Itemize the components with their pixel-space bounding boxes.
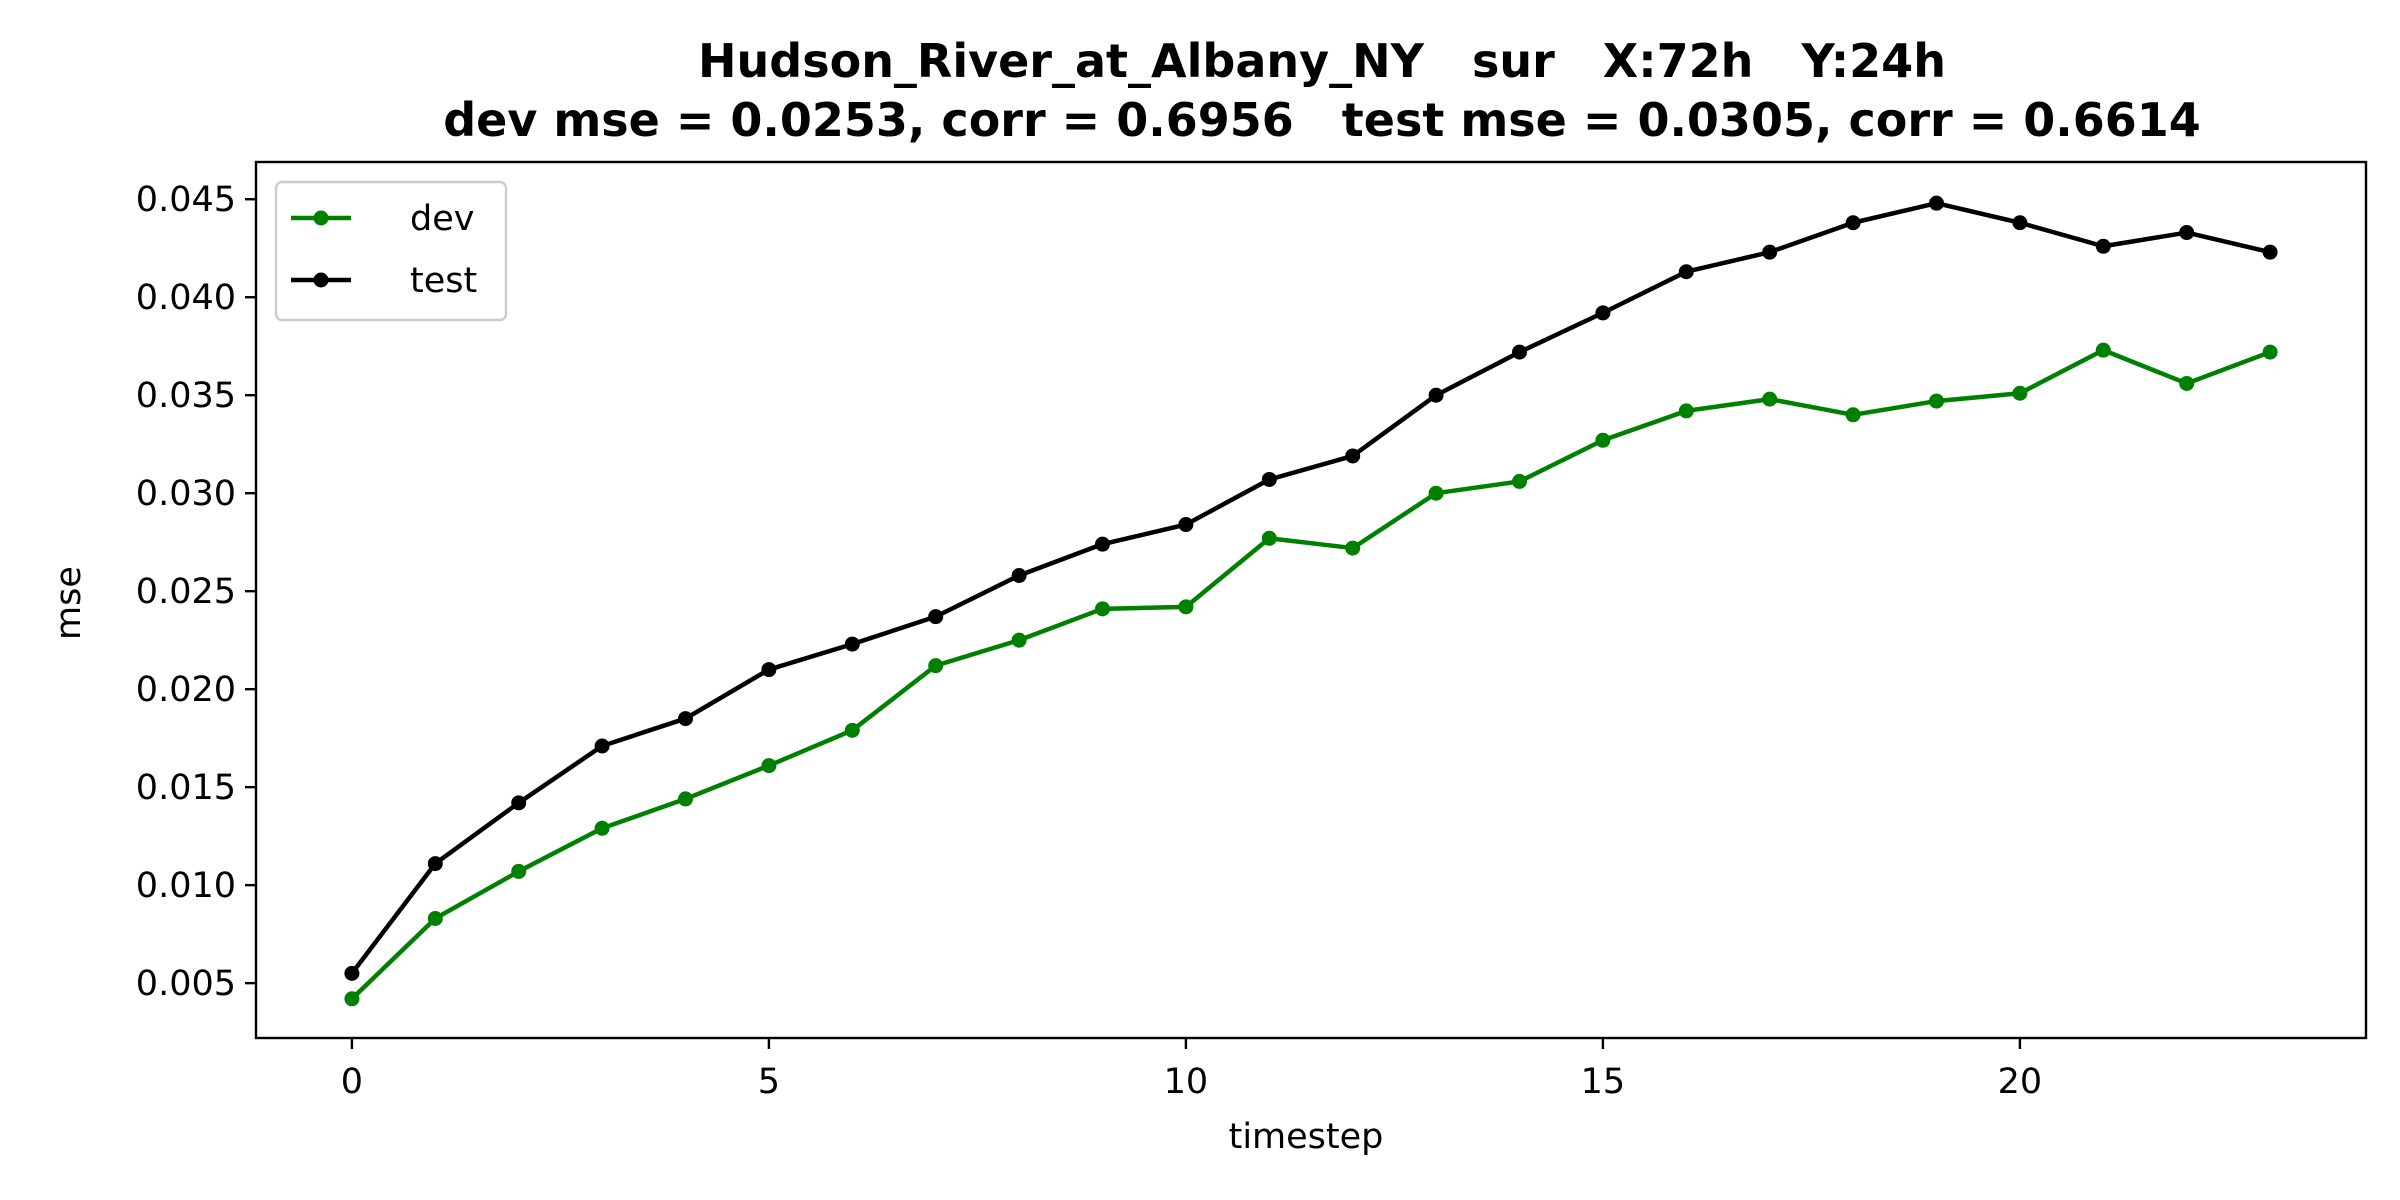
data-point-dev [427, 910, 443, 926]
data-point-test [678, 711, 694, 727]
legend-label-test: test [410, 261, 477, 301]
data-point-dev [1095, 601, 1111, 617]
plot-frame [254, 160, 2368, 1040]
data-point-test [2012, 215, 2028, 231]
data-point-dev [1762, 391, 1778, 407]
data-point-test [344, 965, 360, 981]
data-point-dev [1511, 473, 1527, 489]
legend-marker-test [313, 272, 329, 288]
y-tick-label: 0.010 [136, 866, 236, 906]
data-point-test [1428, 387, 1444, 403]
data-point-test [1011, 568, 1027, 584]
data-point-test [427, 856, 443, 872]
data-point-dev [594, 820, 610, 836]
data-point-dev [761, 758, 777, 774]
x-tick-label: 5 [758, 1062, 780, 1102]
data-point-dev [1261, 530, 1277, 546]
data-point-dev [1345, 540, 1361, 556]
series-line-dev [348, 347, 2273, 1002]
y-axis-ticks: 0.005 0.010 0.015 0.020 0.025 0.030 0.035 0.040… [136, 180, 256, 1004]
data-point-test [928, 609, 944, 625]
legend-label-dev: dev [410, 199, 474, 239]
data-point-test [2179, 225, 2195, 241]
y-tick-label: 0.035 [136, 376, 236, 416]
y-axis-label: mse [49, 566, 89, 640]
data-point-test [1178, 517, 1194, 533]
data-point-dev [1011, 632, 1027, 648]
data-point-test [761, 662, 777, 678]
data-point-test [1345, 448, 1361, 464]
data-point-dev [2262, 344, 2278, 360]
data-point-dev [678, 791, 694, 807]
data-point-dev [844, 722, 860, 738]
data-point-test [1511, 344, 1527, 360]
series-test [344, 195, 2278, 981]
data-point-dev [1178, 599, 1194, 615]
chart-subtitle: dev mse = 0.0253, corr = 0.6956 test mse… [443, 93, 2201, 147]
data-point-test [1928, 195, 1944, 211]
x-tick-label: 10 [1164, 1062, 1209, 1102]
data-point-test [1095, 536, 1111, 552]
data-point-dev [928, 658, 944, 674]
series-line-test [348, 200, 2273, 977]
data-point-dev [1845, 407, 1861, 423]
x-axis-ticks: 0 5 10 15 20 [341, 1038, 2042, 1102]
data-point-test [594, 738, 610, 754]
data-point-test [1678, 264, 1694, 280]
data-point-dev [2179, 375, 2195, 391]
y-tick-label: 0.015 [136, 768, 236, 808]
x-axis-label: timestep [1229, 1117, 1384, 1157]
x-tick-label: 20 [1998, 1062, 2043, 1102]
data-point-test [1845, 215, 1861, 231]
legend-marker-dev [313, 210, 329, 226]
data-point-dev [511, 863, 527, 879]
data-point-test [511, 795, 527, 811]
y-tick-label: 0.030 [136, 474, 236, 514]
data-point-dev [1928, 393, 1944, 409]
data-point-dev [344, 991, 360, 1007]
data-point-dev [1428, 485, 1444, 501]
data-point-test [1595, 305, 1611, 321]
data-point-dev [2012, 385, 2028, 401]
data-point-dev [2095, 342, 2111, 358]
y-tick-label: 0.025 [136, 572, 236, 612]
series-dev [344, 342, 2278, 1007]
data-point-test [2262, 244, 2278, 260]
data-point-dev [1678, 403, 1694, 419]
plot-area [344, 195, 2278, 1007]
data-point-test [2095, 238, 2111, 254]
y-tick-label: 0.040 [136, 278, 236, 318]
data-point-test [1762, 244, 1778, 260]
data-point-dev [1595, 432, 1611, 448]
y-tick-label: 0.020 [136, 670, 236, 710]
y-tick-label: 0.005 [136, 964, 236, 1004]
data-point-test [1261, 471, 1277, 487]
y-tick-label: 0.045 [136, 180, 236, 220]
chart-title: Hudson_River_at_Albany_NY sur X:72h Y:24… [698, 34, 1946, 88]
legend: dev test [274, 180, 508, 322]
x-tick-label: 0 [341, 1062, 363, 1102]
x-tick-label: 15 [1581, 1062, 1626, 1102]
data-point-test [844, 636, 860, 652]
